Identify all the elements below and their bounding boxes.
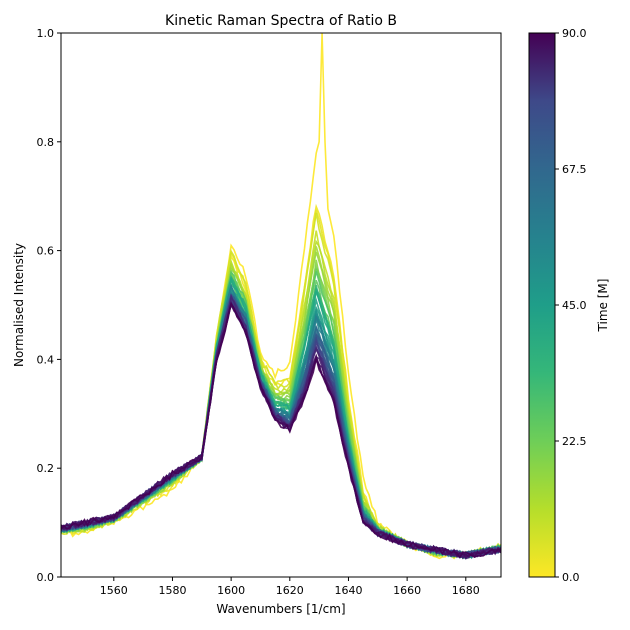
spectrum-line-series — [61, 302, 501, 559]
y-tick-label: 0.2 — [37, 462, 55, 475]
y-axis-ticks: 0.0 0.2 0.4 0.6 0.8 1.0 — [37, 27, 61, 584]
y-axis-label: Normalised Intensity — [12, 243, 26, 367]
x-tick-label: 1660 — [393, 584, 421, 597]
x-tick-label: 1680 — [452, 584, 480, 597]
x-tick-label: 1620 — [276, 584, 304, 597]
series-layer — [61, 33, 501, 560]
spectrum-line-series — [61, 299, 501, 559]
colorbar-tick-label: 45.0 — [562, 299, 587, 312]
spectrum-line-series — [61, 300, 501, 560]
y-tick-label: 0.6 — [37, 245, 55, 258]
y-tick-label: 1.0 — [37, 27, 55, 40]
x-axis-ticks: 1560 1580 1600 1620 1640 1660 1680 — [100, 577, 480, 597]
spectrum-line-series — [61, 292, 501, 559]
chart-title: Kinetic Raman Spectra of Ratio B — [165, 13, 397, 29]
y-tick-label: 0.0 — [37, 571, 55, 584]
colorbar-ticks: 0.0 22.5 45.0 67.5 90.0 — [555, 27, 587, 584]
spectrum-line-series — [61, 302, 501, 560]
spectrum-line-series — [61, 301, 501, 559]
colorbar — [528, 32, 556, 578]
spectrum-line-series — [61, 302, 501, 559]
colorbar-tick-label: 0.0 — [562, 571, 580, 584]
y-tick-label: 0.8 — [37, 136, 55, 149]
colorbar-tick-label: 67.5 — [562, 163, 587, 176]
x-tick-label: 1600 — [217, 584, 245, 597]
spectrum-line-series — [61, 297, 501, 559]
x-tick-label: 1640 — [334, 584, 362, 597]
spectrum-line-series — [61, 298, 501, 558]
x-tick-label: 1580 — [158, 584, 186, 597]
colorbar-tick-label: 22.5 — [562, 435, 587, 448]
spectrum-line-series — [61, 300, 501, 559]
spectrum-line-series — [61, 33, 501, 560]
colorbar-tick-label: 90.0 — [562, 27, 587, 40]
x-tick-label: 1560 — [100, 584, 128, 597]
colorbar-label: Time [M] — [596, 279, 610, 333]
plot-area-frame — [60, 32, 502, 578]
x-axis-label: Wavenumbers [1/cm] — [216, 602, 345, 616]
y-tick-label: 0.4 — [37, 353, 55, 366]
